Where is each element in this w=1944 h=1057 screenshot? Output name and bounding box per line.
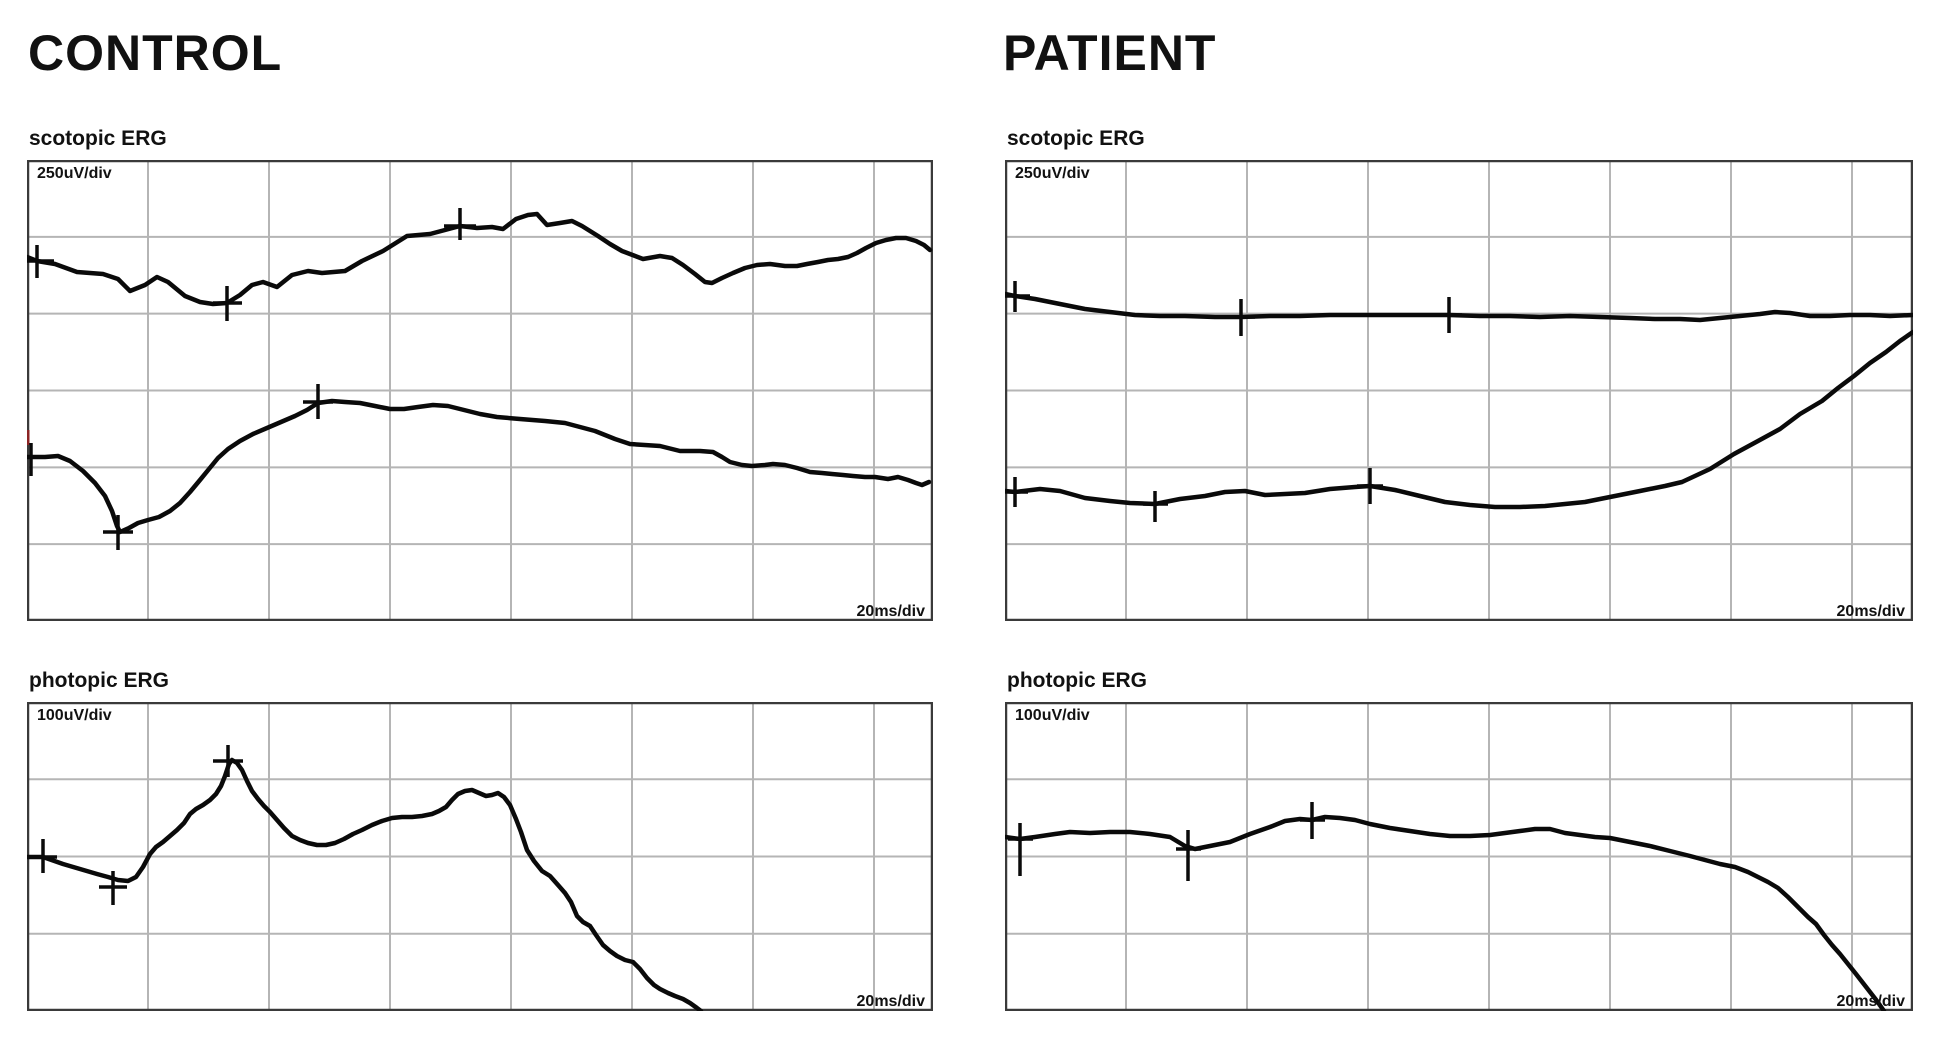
vertical-scale-label: 100uV/div (37, 707, 112, 724)
control-photopic-grid (27, 702, 933, 1011)
control-photopic-trace (27, 757, 704, 1011)
panel-title: photopic ERG (1007, 669, 1147, 692)
patient-scotopic-lower-trace (1005, 329, 1913, 510)
patient-photopic-trace (1005, 814, 1887, 1011)
vertical-scale-label: 250uV/div (1015, 165, 1090, 182)
control-scotopic-grid (27, 160, 933, 621)
photopic-plot-control (27, 702, 933, 1011)
panel-title: scotopic ERG (1007, 127, 1145, 150)
patient-scotopic-grid (1005, 160, 1913, 621)
control-scotopic-upper-trace (27, 211, 933, 307)
panel-title: scotopic ERG (29, 127, 167, 150)
horizontal-scale-label: 20ms/div (856, 603, 925, 620)
patient-scotopic-upper-trace (1005, 291, 1913, 323)
panel-patient-photopic: photopic ERG 100uV/div 20ms/div (1005, 669, 1913, 1012)
panel-control-scotopic: scotopic ERG 250uV/div 20ms/div (27, 127, 933, 622)
panel-title: photopic ERG (29, 669, 169, 692)
panel-patient-scotopic: scotopic ERG 250uV/div 20ms/div (1005, 127, 1913, 622)
scotopic-plot-control (27, 160, 933, 621)
horizontal-scale-label: 20ms/div (1836, 993, 1905, 1010)
scotopic-plot-patient (1005, 160, 1913, 621)
patient-photopic-grid (1005, 702, 1913, 1011)
photopic-plot-patient (1005, 702, 1913, 1011)
patient-column-title: PATIENT (1003, 25, 1217, 81)
control-scotopic-lower-trace (27, 398, 932, 535)
control-column-title: CONTROL (28, 25, 283, 81)
vertical-scale-label: 250uV/div (37, 165, 112, 182)
horizontal-scale-label: 20ms/div (1836, 603, 1905, 620)
vertical-scale-label: 100uV/div (1015, 707, 1090, 724)
horizontal-scale-label: 20ms/div (856, 993, 925, 1010)
panel-control-photopic: photopic ERG 100uV/div 20ms/div (27, 669, 933, 1012)
